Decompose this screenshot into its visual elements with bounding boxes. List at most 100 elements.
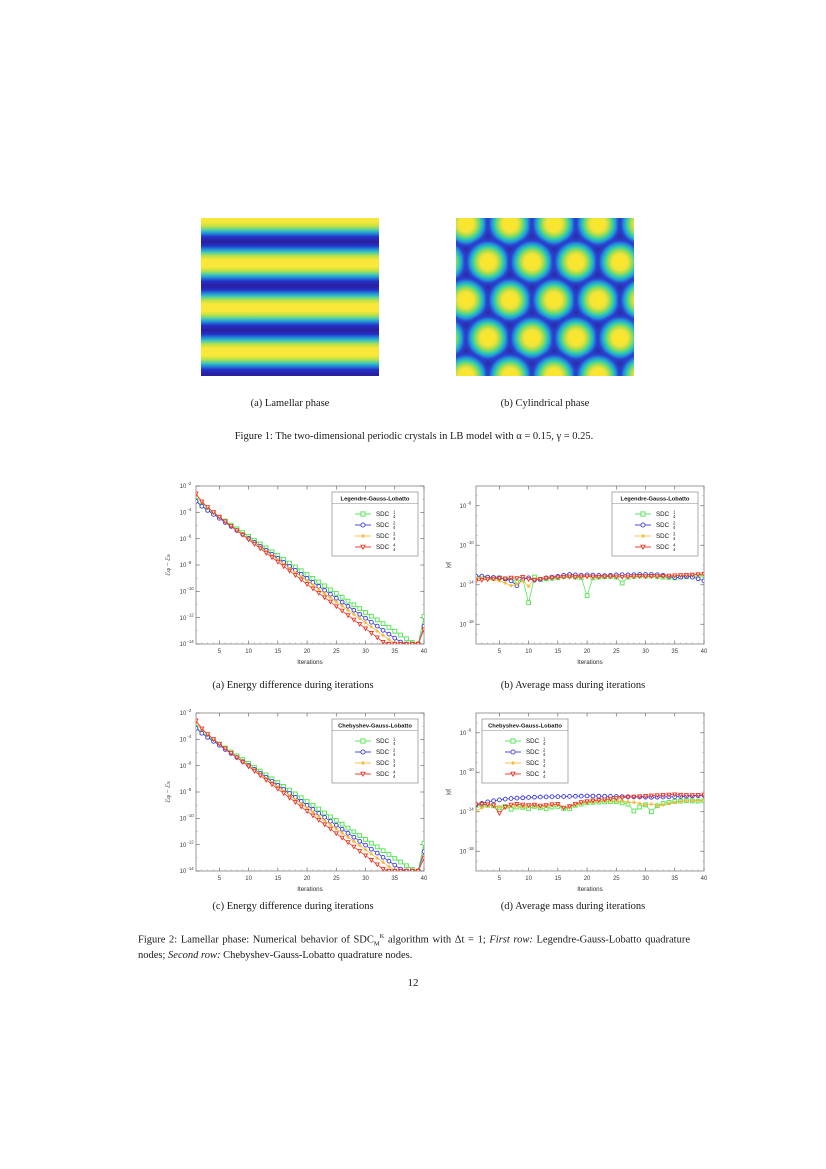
svg-text:25: 25 [613, 649, 620, 655]
svg-text:3: 3 [393, 758, 396, 763]
svg-text:10: 10 [525, 649, 532, 655]
svg-text:4: 4 [543, 769, 546, 774]
svg-text:35: 35 [671, 876, 678, 882]
svg-text:4: 4 [543, 763, 546, 768]
cylindrical-phase-svg [456, 218, 634, 376]
svg-text:10: 10 [180, 511, 187, 517]
svg-text:10: 10 [180, 869, 187, 875]
svg-text:5: 5 [498, 876, 502, 882]
svg-text:4: 4 [543, 774, 546, 779]
svg-text:40: 40 [421, 649, 428, 655]
svg-text:SDC: SDC [376, 738, 390, 745]
svg-text:4: 4 [673, 525, 676, 530]
svg-text:4: 4 [393, 542, 396, 547]
svg-text:SDC: SDC [376, 544, 390, 551]
figure2-caption-part2b: Chebyshev-Gauss-Lobatto quadrature nodes… [220, 949, 413, 961]
svg-text:10: 10 [180, 616, 187, 622]
svg-text:Iterations: Iterations [297, 886, 322, 893]
plot-b-svg: 5 10 15 20 25 30 35 4010-1810-1410-1010-6Iterat… [445, 485, 708, 666]
svg-text:4: 4 [543, 741, 546, 746]
svg-text:4: 4 [673, 547, 676, 552]
svg-text:10: 10 [180, 484, 187, 490]
svg-text:4: 4 [393, 763, 396, 768]
svg-text:10: 10 [460, 622, 467, 628]
svg-text:10: 10 [180, 817, 187, 823]
svg-text:35: 35 [391, 876, 398, 882]
svg-text:-10: -10 [467, 540, 474, 545]
svg-text:40: 40 [701, 649, 708, 655]
svg-text:4: 4 [393, 774, 396, 779]
svg-text:10: 10 [525, 876, 532, 882]
svg-text:10: 10 [460, 504, 467, 510]
svg-text:SDC: SDC [656, 544, 670, 551]
svg-text:-10: -10 [187, 813, 194, 818]
svg-text:4: 4 [543, 752, 546, 757]
svg-text:1: 1 [393, 509, 396, 514]
svg-text:30: 30 [362, 649, 369, 655]
svg-text:SDC: SDC [376, 771, 390, 778]
figure2-subcaption-c: (c) Energy difference during iterations [212, 901, 374, 912]
svg-text:SDC: SDC [656, 511, 670, 518]
svg-text:10: 10 [460, 810, 467, 816]
svg-text:ℰφ − ℰs: ℰφ − ℰs [164, 781, 172, 803]
svg-text:15: 15 [555, 876, 562, 882]
svg-text:10: 10 [180, 843, 187, 849]
svg-text:Iterations: Iterations [577, 886, 602, 893]
svg-text:Iterations: Iterations [297, 659, 322, 666]
svg-text:-6: -6 [187, 533, 191, 538]
plot-a-energy-legendre: 5 10 15 20 25 30 35 40 10 -14 10 -12 10 -10 10 -8 10 -6 10… [152, 476, 434, 688]
svg-text:10: 10 [180, 642, 187, 648]
figure1-subcaptions: (a) Lamellar phase (b) Cylindrical phase [0, 398, 826, 414]
svg-text:SDC: SDC [526, 760, 540, 767]
svg-text:-14: -14 [467, 807, 474, 812]
svg-text:30: 30 [642, 649, 649, 655]
svg-text:4: 4 [393, 514, 396, 519]
svg-text:ℰφ − ℰs: ℰφ − ℰs [164, 554, 172, 576]
svg-text:SDC: SDC [376, 511, 390, 518]
plot-d-svg: 5 10 15 20 25 30 35 4010-1810-1410-1010-6Iterat… [445, 712, 708, 893]
svg-text:4: 4 [393, 536, 396, 541]
svg-text:10: 10 [245, 876, 252, 882]
svg-text:5: 5 [218, 649, 222, 655]
svg-text:10: 10 [460, 543, 467, 549]
svg-text:25: 25 [613, 876, 620, 882]
svg-text:10: 10 [460, 583, 467, 589]
svg-text:4: 4 [673, 536, 676, 541]
figure2-caption-italic1: First row: [489, 934, 533, 946]
cylinder-dot-lattice [456, 218, 634, 376]
svg-text:20: 20 [304, 876, 311, 882]
svg-text:SDC: SDC [376, 522, 390, 529]
figure2-caption: Figure 2: Lamellar phase: Numerical beha… [138, 932, 690, 964]
figure2-subcaption-d: (d) Average mass during iterations [500, 901, 646, 912]
figure2-subcaption-b: (b) Average mass during iterations [500, 680, 646, 691]
svg-text:|φ̄|: |φ̄| [445, 788, 452, 795]
svg-text:-10: -10 [467, 767, 474, 772]
svg-text:SDC: SDC [376, 533, 390, 540]
svg-text:-10: -10 [187, 586, 194, 591]
figure2-caption-part2a: quadrature nodes; [138, 934, 690, 961]
svg-text:10: 10 [180, 563, 187, 569]
svg-text:SDC: SDC [656, 522, 670, 529]
svg-text:4: 4 [673, 542, 676, 547]
svg-text:4: 4 [673, 514, 676, 519]
figure1-images [0, 218, 826, 378]
plot-b-mass-legendre: 5 10 15 20 25 30 35 40 10 -18 10 -14 10 -10 10 -6 Iterat… [432, 476, 714, 688]
figure2-caption-sup: K [379, 933, 385, 940]
svg-text:-8: -8 [187, 560, 191, 565]
svg-text:-6: -6 [467, 728, 471, 733]
svg-text:10: 10 [180, 764, 187, 770]
svg-text:-18: -18 [467, 619, 474, 624]
svg-text:SDC: SDC [376, 749, 390, 756]
svg-text:35: 35 [391, 649, 398, 655]
svg-text:30: 30 [362, 876, 369, 882]
svg-text:-18: -18 [467, 846, 474, 851]
svg-text:Legendre-Gauss-Lobatto: Legendre-Gauss-Lobatto [621, 496, 690, 502]
svg-text:15: 15 [555, 649, 562, 655]
svg-text:-12: -12 [187, 839, 194, 844]
figure1-caption: Figure 1: The two-dimensional periodic c… [234, 431, 594, 442]
figure2-caption-part1c: Legendre-Gauss-Lobatto [532, 934, 642, 946]
cylindrical-phase-image [456, 218, 634, 376]
svg-text:25: 25 [333, 649, 340, 655]
plot-c-energy-chebyshev: 5 10 15 20 25 30 35 40 10 -14 10 -12 10 -10 10 -8 10 -6 10… [152, 703, 434, 915]
svg-text:SDC: SDC [526, 738, 540, 745]
